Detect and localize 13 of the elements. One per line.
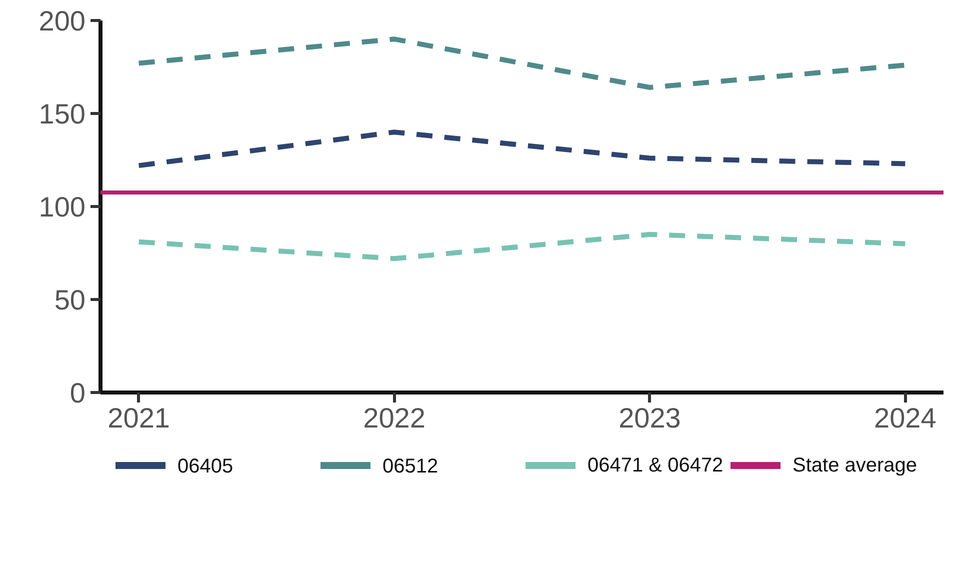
legend-label: State average [792,454,918,476]
x-tick-label: 2023 [618,402,681,434]
y-tick-label: 150 [38,98,86,130]
legend-label: 06405 [178,456,234,478]
legend-label: 06512 [382,456,438,478]
y-tick-label: 0 [70,378,86,408]
x-tick-label: 2022 [363,402,426,434]
legend-label: 06471 & 06472 [588,454,724,476]
x-tick-label: 2024 [874,402,936,434]
y-tick-label: 100 [38,192,86,222]
y-tick-label: 50 [54,284,86,316]
y-tick-label: 200 [38,6,86,36]
x-tick-label: 2021 [108,402,170,434]
